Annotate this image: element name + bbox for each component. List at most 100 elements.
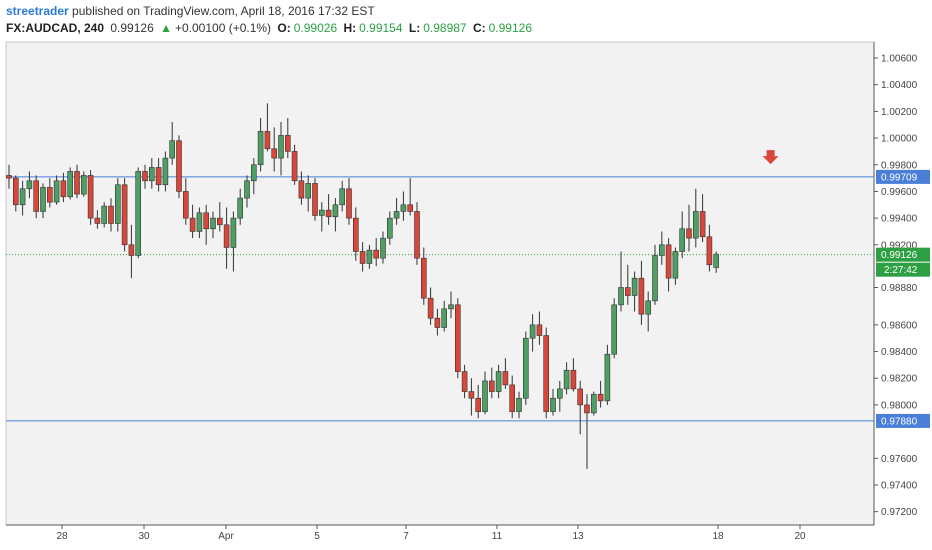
candle-body bbox=[427, 297, 434, 319]
candle-body bbox=[196, 212, 203, 232]
y-tick-label: 0.99800 bbox=[881, 160, 918, 171]
candle-body bbox=[420, 257, 427, 299]
y-tick-label: 0.99400 bbox=[881, 214, 918, 225]
high-label: H: bbox=[343, 21, 357, 35]
candle-body bbox=[359, 251, 366, 264]
candle-body bbox=[217, 217, 223, 226]
candle-body bbox=[53, 180, 60, 203]
candle-body bbox=[40, 187, 46, 212]
candle-body bbox=[149, 167, 155, 182]
candle-body bbox=[278, 135, 284, 159]
candle-body bbox=[67, 171, 73, 198]
x-axis-ticks: 28 30 Apr 5 7 11 13 18 20 bbox=[56, 525, 806, 542]
candle-body bbox=[652, 255, 658, 302]
y-tick-label: 0.98000 bbox=[881, 400, 918, 411]
candles bbox=[6, 103, 720, 469]
ohlc-legend: FX:AUDCAD, 240 0.99126 ▲ +0.00100 (+0.1%)… bbox=[6, 21, 535, 35]
candle-body bbox=[264, 131, 271, 150]
up-triangle-icon: ▲ bbox=[160, 21, 172, 35]
candle-body bbox=[434, 317, 441, 328]
candle-body bbox=[475, 397, 482, 412]
candle-body bbox=[482, 380, 488, 412]
x-tick-label: Apr bbox=[218, 531, 234, 542]
low-value: 0.98987 bbox=[423, 21, 467, 35]
candle-body bbox=[522, 337, 529, 399]
y-tick-label: 0.98880 bbox=[881, 283, 918, 294]
candle-body bbox=[162, 157, 169, 186]
candle-body bbox=[692, 211, 699, 239]
candle-body bbox=[584, 404, 590, 414]
horizontal-line-label: 0.97880 bbox=[881, 416, 918, 427]
x-tick-label: 5 bbox=[314, 531, 320, 542]
candle-body bbox=[176, 140, 182, 192]
candle-body bbox=[19, 188, 26, 206]
close-label: C: bbox=[472, 21, 486, 35]
candle-body bbox=[87, 175, 94, 219]
symbol-label: FX:AUDCAD, 240 bbox=[6, 21, 105, 35]
candle-body bbox=[142, 171, 148, 182]
candle-body bbox=[291, 151, 298, 182]
candle-body bbox=[366, 249, 373, 264]
candle-body bbox=[312, 183, 318, 216]
candle-body bbox=[284, 135, 291, 152]
candle-body bbox=[60, 180, 67, 198]
candle-body bbox=[189, 217, 196, 232]
candle-body bbox=[346, 188, 352, 219]
candle-body bbox=[665, 244, 672, 279]
overlay bbox=[762, 150, 779, 165]
countdown-label: 2:27:42 bbox=[884, 265, 918, 276]
candle-body bbox=[325, 209, 332, 218]
candle-body bbox=[237, 197, 243, 219]
candle-body bbox=[251, 164, 257, 182]
candle-body bbox=[128, 244, 135, 256]
horizontal-lines: 0.99709 0.97880 0.99126 2:27:42 bbox=[6, 169, 930, 428]
candle-body bbox=[223, 224, 230, 248]
candle-body bbox=[6, 175, 12, 179]
y-axis-ticks: 1.00600 1.00400 1.00200 1.00000 0.99800 0.996… bbox=[874, 54, 918, 518]
plot-area[interactable] bbox=[5, 41, 875, 526]
current-price-tag bbox=[876, 247, 930, 262]
time-axis[interactable] bbox=[6, 525, 874, 550]
open-value: 0.99026 bbox=[293, 21, 338, 35]
candle-body bbox=[577, 388, 584, 406]
candle-body bbox=[352, 217, 359, 252]
published-text: published on TradingView.com, April 18, … bbox=[72, 4, 375, 18]
candle-body bbox=[203, 212, 209, 230]
candle-body bbox=[407, 204, 414, 212]
candle-body bbox=[393, 211, 400, 219]
high-value: 0.99154 bbox=[359, 21, 403, 35]
candle-body bbox=[618, 287, 624, 306]
y-tick-label: 1.00400 bbox=[881, 80, 918, 91]
candle-body bbox=[230, 217, 237, 248]
y-tick-label: 1.00200 bbox=[881, 107, 918, 118]
candle-body bbox=[502, 371, 509, 386]
candle-body bbox=[461, 371, 468, 392]
candle-body bbox=[318, 209, 325, 216]
candle-body bbox=[597, 393, 604, 402]
candle-body bbox=[509, 384, 516, 412]
author-link[interactable]: streetrader bbox=[6, 4, 69, 18]
candle-body bbox=[645, 300, 652, 315]
candle-body bbox=[210, 217, 216, 230]
candle-body bbox=[658, 244, 665, 256]
candle-body bbox=[271, 148, 278, 159]
publish-info: streetrader published on TradingView.com… bbox=[6, 4, 375, 18]
candle-body bbox=[713, 253, 720, 268]
candle-body bbox=[570, 369, 577, 390]
candle-body bbox=[686, 228, 692, 239]
low-label: L: bbox=[408, 21, 421, 35]
candle-body bbox=[624, 287, 631, 296]
x-tick-label: 13 bbox=[572, 531, 584, 542]
last-price: 0.99126 bbox=[110, 21, 154, 35]
candle-body bbox=[101, 205, 107, 224]
y-tick-label: 0.97200 bbox=[881, 507, 918, 518]
candle-body bbox=[516, 397, 522, 412]
candle-body bbox=[638, 277, 645, 315]
price-axis[interactable] bbox=[874, 42, 932, 525]
candle-body bbox=[183, 191, 189, 219]
candle-body bbox=[400, 204, 407, 212]
candle-body bbox=[679, 228, 686, 252]
x-tick-label: 28 bbox=[56, 531, 68, 542]
candle-body bbox=[536, 324, 543, 336]
